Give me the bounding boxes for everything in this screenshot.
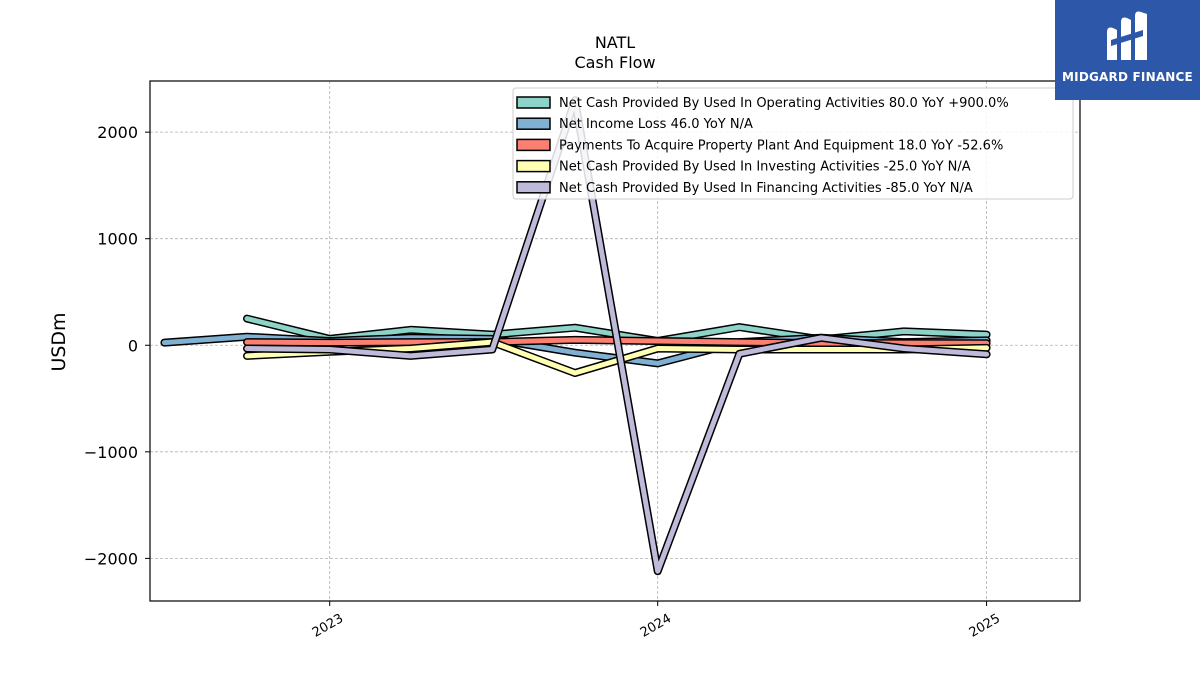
- legend-label: Net Cash Provided By Used In Investing A…: [559, 160, 971, 175]
- midgard-logo-icon: [1107, 11, 1147, 60]
- legend-swatch: [516, 117, 551, 130]
- chart-title: NATL: [595, 33, 635, 52]
- y-axis-label: USDm: [48, 312, 70, 371]
- chart-subtitle: Cash Flow: [574, 53, 655, 72]
- y-tick-label: 0: [128, 336, 138, 355]
- logo-text: MIDGARD FINANCE: [1062, 70, 1193, 84]
- legend-label: Payments To Acquire Property Plant And E…: [559, 138, 1003, 153]
- x-tick-label: 2023: [310, 611, 346, 641]
- midgard-finance-logo: MIDGARD FINANCE: [1055, 0, 1200, 100]
- legend-label: Net Income Loss 46.0 YoY N/A: [559, 117, 753, 132]
- legend-swatch: [516, 181, 551, 194]
- series-layer: [160, 96, 991, 576]
- y-tick-label: 2000: [97, 123, 138, 142]
- legend-box: [512, 87, 1074, 200]
- legend-swatch: [516, 96, 551, 109]
- legend: Net Cash Provided By Used In Operating A…: [512, 87, 1074, 200]
- legend-swatch: [516, 159, 551, 173]
- y-tick-label: −1000: [84, 443, 138, 462]
- x-tick-label: 2024: [638, 611, 674, 641]
- legend-label: Net Cash Provided By Used In Operating A…: [559, 96, 1009, 111]
- y-tick-label: −2000: [84, 549, 138, 568]
- legend-swatch: [516, 138, 551, 152]
- y-tick-label: 1000: [97, 230, 138, 249]
- series-line-net-cash-provided-by-used-in-financing-activities: [244, 97, 990, 574]
- plot-frame: [149, 80, 1081, 602]
- axis-layer: −2000 −1000 0 1000 2000 2023 2024 2025: [84, 123, 1003, 641]
- legend-label: Net Cash Provided By Used In Financing A…: [559, 181, 973, 196]
- x-tick-label: 2025: [967, 611, 1003, 641]
